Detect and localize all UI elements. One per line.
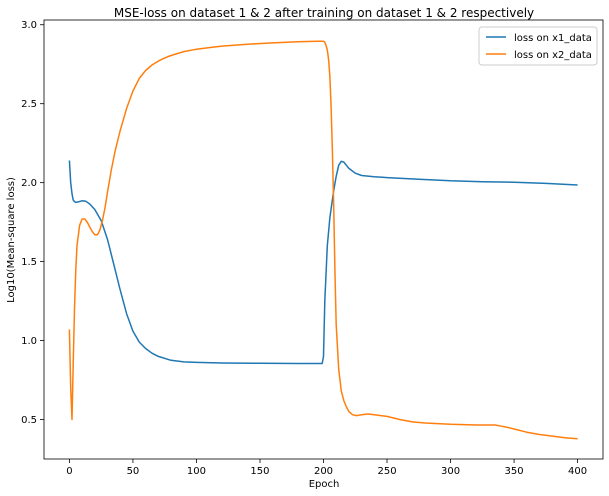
y-axis-label: Log10(Mean-square loss) [6,177,17,303]
y-tick-label: 2.0 [21,178,37,189]
x-tick-label: 300 [441,466,460,477]
x-tick-label: 150 [250,466,269,477]
legend-label-x1: loss on x1_data [514,33,592,44]
y-tick-label: 3.0 [21,20,37,31]
plot-area [43,19,604,460]
y-tick-label: 1.0 [21,336,37,347]
series-layer [68,40,578,440]
x-tick-label: 350 [505,466,524,477]
x-axis-label: Epoch [309,479,340,490]
legend-label-x2: loss on x2_data [514,50,592,61]
y-tick-label: 1.5 [21,257,37,268]
legend-box [478,26,598,66]
y-tick-label: 0.5 [21,415,37,426]
series-line-x1 [68,160,578,365]
x-tick-label: 0 [66,466,72,477]
x-tick-label: 100 [187,466,206,477]
legend: loss on x1_data loss on x2_data [478,26,598,66]
x-tick-label: 200 [314,466,333,477]
x-axis: 0 50 100 150 200 250 300 350 400 [66,459,587,477]
x-tick-label: 250 [377,466,396,477]
y-tick-label: 2.5 [21,99,37,110]
x-tick-label: 50 [127,466,140,477]
chart-title: MSE-loss on dataset 1 & 2 after training… [114,6,534,20]
y-axis: 0.5 1.0 1.5 2.0 2.5 3.0 [21,20,44,426]
series-line-x2 [68,40,578,440]
x-tick-label: 400 [568,466,587,477]
